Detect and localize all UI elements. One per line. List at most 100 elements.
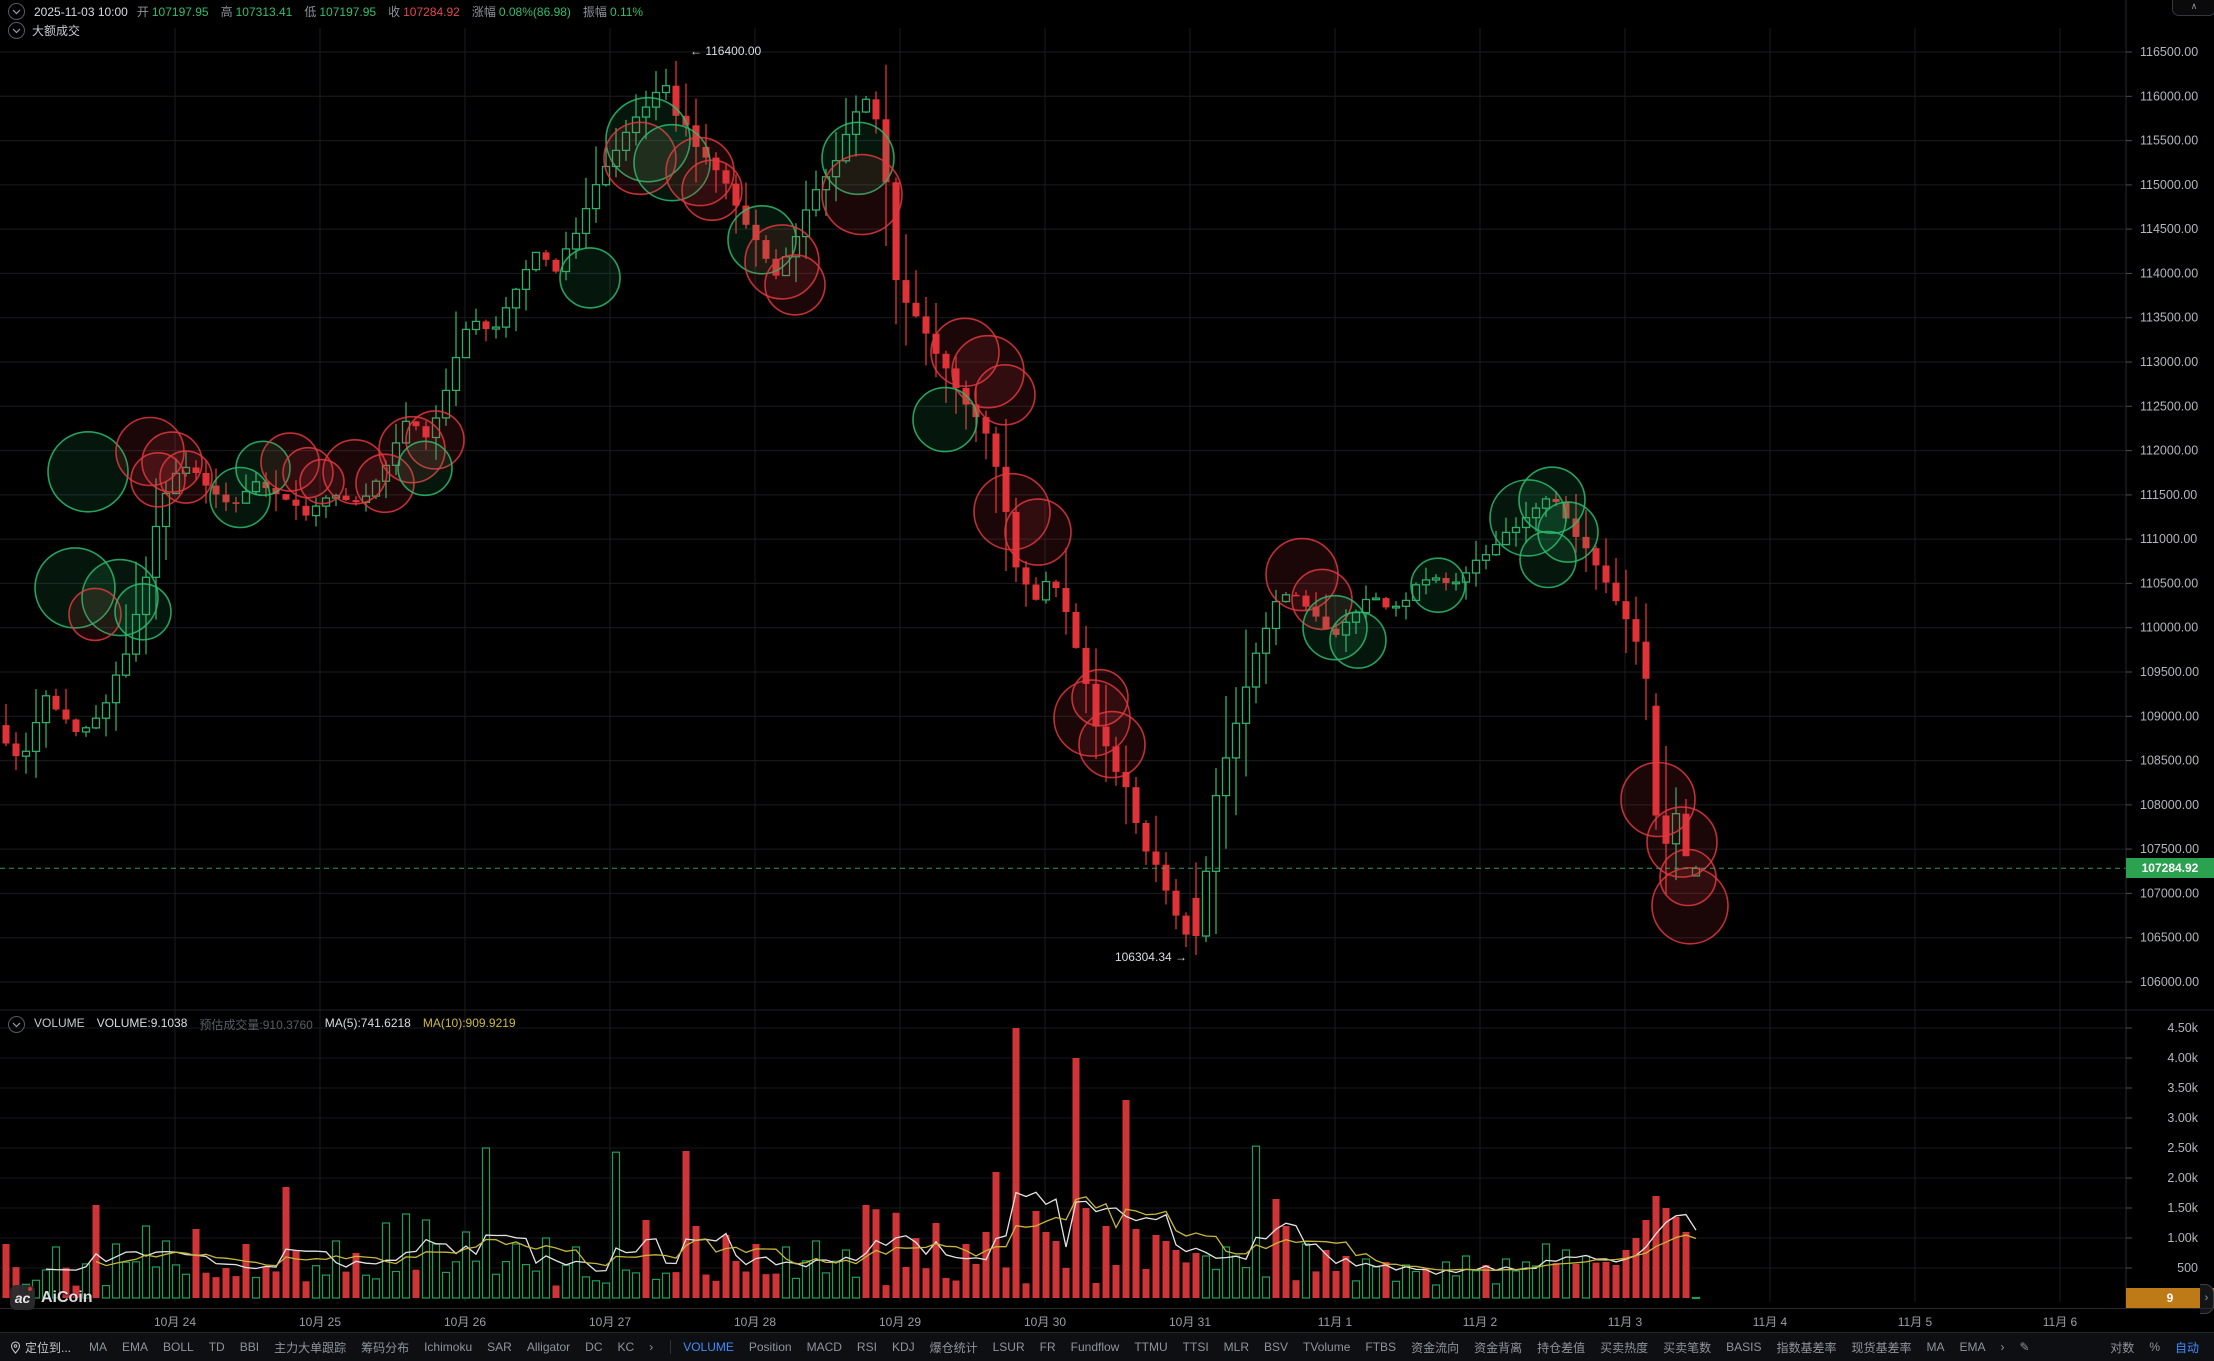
sub-indicator-1[interactable]: Position — [748, 1340, 792, 1354]
sub-indicator-7[interactable]: FR — [1039, 1340, 1056, 1354]
volume-field-2: 预估成交量:910.3760 — [199, 1018, 313, 1032]
main-indicator-0[interactable]: MA — [89, 1340, 108, 1354]
sub-indicator-21[interactable]: 指数基差率 — [1776, 1340, 1837, 1355]
svg-text:112500.00: 112500.00 — [2140, 399, 2198, 413]
collapse-panel-tab[interactable]: ∧ — [2172, 0, 2214, 16]
svg-text:2.50k: 2.50k — [2167, 1141, 2198, 1155]
main-indicator-3[interactable]: TD — [208, 1340, 225, 1354]
svg-text:2.00k: 2.00k — [2167, 1171, 2198, 1185]
svg-text:109500.00: 109500.00 — [2140, 665, 2199, 679]
svg-text:107000.00: 107000.00 — [2140, 886, 2199, 900]
overlay-indicator-row: 大额成交 — [8, 22, 80, 39]
sub-indicator-3[interactable]: RSI — [856, 1340, 877, 1354]
sub-indicator-24[interactable]: EMA — [1959, 1340, 1986, 1354]
main-indicator-more-chevron[interactable]: › — [649, 1340, 654, 1354]
main-indicator-11[interactable]: KC — [617, 1340, 635, 1354]
current-price-tag: 107284.92 — [2126, 858, 2214, 878]
low-price-annotation: 106304.34 → — [1114, 950, 1187, 964]
sub-indicator-20[interactable]: BASIS — [1726, 1340, 1762, 1354]
aicoin-logo-text: AiCoin — [41, 1288, 93, 1306]
sub-indicator-13[interactable]: TVolume — [1303, 1340, 1351, 1354]
sub-indicator-4[interactable]: KDJ — [891, 1340, 915, 1354]
bar-datetime: 2025-11-03 10:00 — [34, 4, 128, 19]
main-indicator-2[interactable]: BOLL — [163, 1340, 194, 1354]
date-label-6: 10月 30 — [1023, 1315, 1067, 1329]
svg-text:3.50k: 3.50k — [2167, 1081, 2198, 1095]
main-indicator-6[interactable]: 筹码分布 — [361, 1340, 410, 1355]
svg-text:114500.00: 114500.00 — [2140, 222, 2198, 236]
candlestick-series — [2, 60, 1701, 955]
edit-indicators-icon[interactable]: ✎ — [2019, 1340, 2030, 1354]
sub-indicator-19[interactable]: 买卖笔数 — [1663, 1340, 1712, 1355]
chevron-down-circle-icon[interactable] — [8, 3, 25, 20]
sub-indicator-6[interactable]: LSUR — [992, 1340, 1025, 1354]
date-label-7: 10月 31 — [1168, 1315, 1212, 1329]
current-volume-tag: 9 — [2126, 1288, 2214, 1308]
sub-indicator-more-chevron[interactable]: › — [2000, 1340, 2005, 1354]
sub-indicator-15[interactable]: 资金流向 — [1411, 1340, 1460, 1355]
date-label-11: 11月 4 — [1752, 1315, 1788, 1329]
date-label-0: 10月 24 — [153, 1315, 197, 1329]
main-indicator-1[interactable]: EMA — [122, 1340, 149, 1354]
main-indicator-8[interactable]: SAR — [487, 1340, 512, 1354]
scale-option-1[interactable]: % — [2149, 1340, 2160, 1354]
main-indicator-5[interactable]: 主力大单跟踪 — [274, 1340, 347, 1355]
svg-text:113000.00: 113000.00 — [2140, 355, 2198, 369]
price-axis-labels[interactable]: 116500.00 116000.00 115500.00 115000.00 1145… — [2126, 45, 2199, 989]
sub-indicator-5[interactable]: 爆仓统计 — [929, 1340, 978, 1355]
date-axis[interactable]: 10月 24 10月 25 10月 26 10月 27 10月 28 10月 29 10月 … — [0, 1308, 2214, 1333]
sub-indicator-16[interactable]: 资金背离 — [1474, 1340, 1523, 1355]
scale-option-2[interactable]: 自动 — [2174, 1340, 2199, 1355]
sub-indicator-18[interactable]: 买卖热度 — [1600, 1340, 1649, 1355]
main-indicator-4[interactable]: BBI — [239, 1340, 260, 1354]
sub-indicator-8[interactable]: Fundflow — [1070, 1340, 1120, 1354]
sub-indicator-23[interactable]: MA — [1926, 1340, 1945, 1354]
candlestick-chart-canvas[interactable]: 116500.00 116000.00 115500.00 115000.00 1145… — [0, 0, 2214, 1308]
svg-text:110000.00: 110000.00 — [2140, 621, 2198, 635]
ohlc-field-2: 低 107197.95 — [304, 5, 377, 19]
volume-pane-header: VOLUME VOLUME:9.1038 预估成交量:910.3760 MA(5):7… — [8, 1016, 516, 1033]
chevron-down-circle-icon[interactable] — [8, 22, 25, 39]
date-label-5: 10月 29 — [878, 1315, 922, 1329]
volume-field-1: VOLUME:9.1038 — [96, 1016, 188, 1030]
sub-indicator-0[interactable]: VOLUME — [683, 1340, 734, 1354]
svg-text:114000.00: 114000.00 — [2140, 266, 2198, 280]
scale-option-0[interactable]: 对数 — [2110, 1340, 2135, 1355]
svg-text:1.00k: 1.00k — [2167, 1231, 2198, 1245]
main-indicator-9[interactable]: Alligator — [526, 1340, 571, 1354]
sub-indicator-17[interactable]: 持仓差值 — [1537, 1340, 1586, 1355]
volume-field-0: VOLUME — [34, 1016, 85, 1030]
sub-indicator-9[interactable]: TTMU — [1134, 1340, 1168, 1354]
ohlc-field-0: 开 107197.95 — [136, 5, 209, 19]
main-indicator-7[interactable]: Ichimoku — [424, 1340, 473, 1354]
ohlc-field-4: 涨幅 0.08%(86.98) — [471, 5, 571, 19]
sub-indicator-2[interactable]: MACD — [806, 1340, 842, 1354]
svg-text:3.00k: 3.00k — [2167, 1111, 2198, 1125]
sub-indicator-14[interactable]: FTBS — [1365, 1340, 1397, 1354]
large-trade-bubbles — [34, 96, 1729, 945]
volume-axis-labels[interactable]: 4.50k 4.00k 3.50k 3.00k 2.50k 2.00k 1.50k 1.00k… — [2126, 1021, 2199, 1275]
locate-button[interactable]: 定位到... — [10, 1339, 71, 1356]
date-label-13: 11月 6 — [2042, 1315, 2078, 1329]
ohlc-field-5: 振幅 0.11% — [582, 5, 644, 19]
svg-text:116500.00: 116500.00 — [2140, 45, 2198, 59]
date-label-2: 10月 26 — [443, 1315, 487, 1329]
svg-text:115500.00: 115500.00 — [2140, 134, 2198, 148]
date-label-1: 10月 25 — [298, 1315, 342, 1329]
sub-indicator-12[interactable]: BSV — [1264, 1340, 1289, 1354]
svg-text:500: 500 — [2177, 1261, 2198, 1275]
sub-indicator-10[interactable]: TTSI — [1182, 1340, 1209, 1354]
volume-field-4: MA(10):909.9219 — [422, 1016, 516, 1030]
aicoin-logo-icon: ac — [10, 1285, 35, 1310]
svg-text:111500.00: 111500.00 — [2140, 488, 2197, 502]
ohlc-field-3: 收 107284.92 — [388, 5, 460, 19]
main-indicator-10[interactable]: DC — [585, 1340, 603, 1354]
chevron-down-circle-icon[interactable] — [8, 1016, 25, 1033]
svg-text:4.00k: 4.00k — [2167, 1051, 2198, 1065]
sub-indicator-22[interactable]: 现货基差率 — [1851, 1340, 1912, 1355]
svg-text:110500.00: 110500.00 — [2140, 576, 2198, 590]
sub-indicator-11[interactable]: MLR — [1223, 1340, 1250, 1354]
date-label-12: 11月 5 — [1897, 1315, 1933, 1329]
svg-text:115000.00: 115000.00 — [2140, 178, 2198, 192]
